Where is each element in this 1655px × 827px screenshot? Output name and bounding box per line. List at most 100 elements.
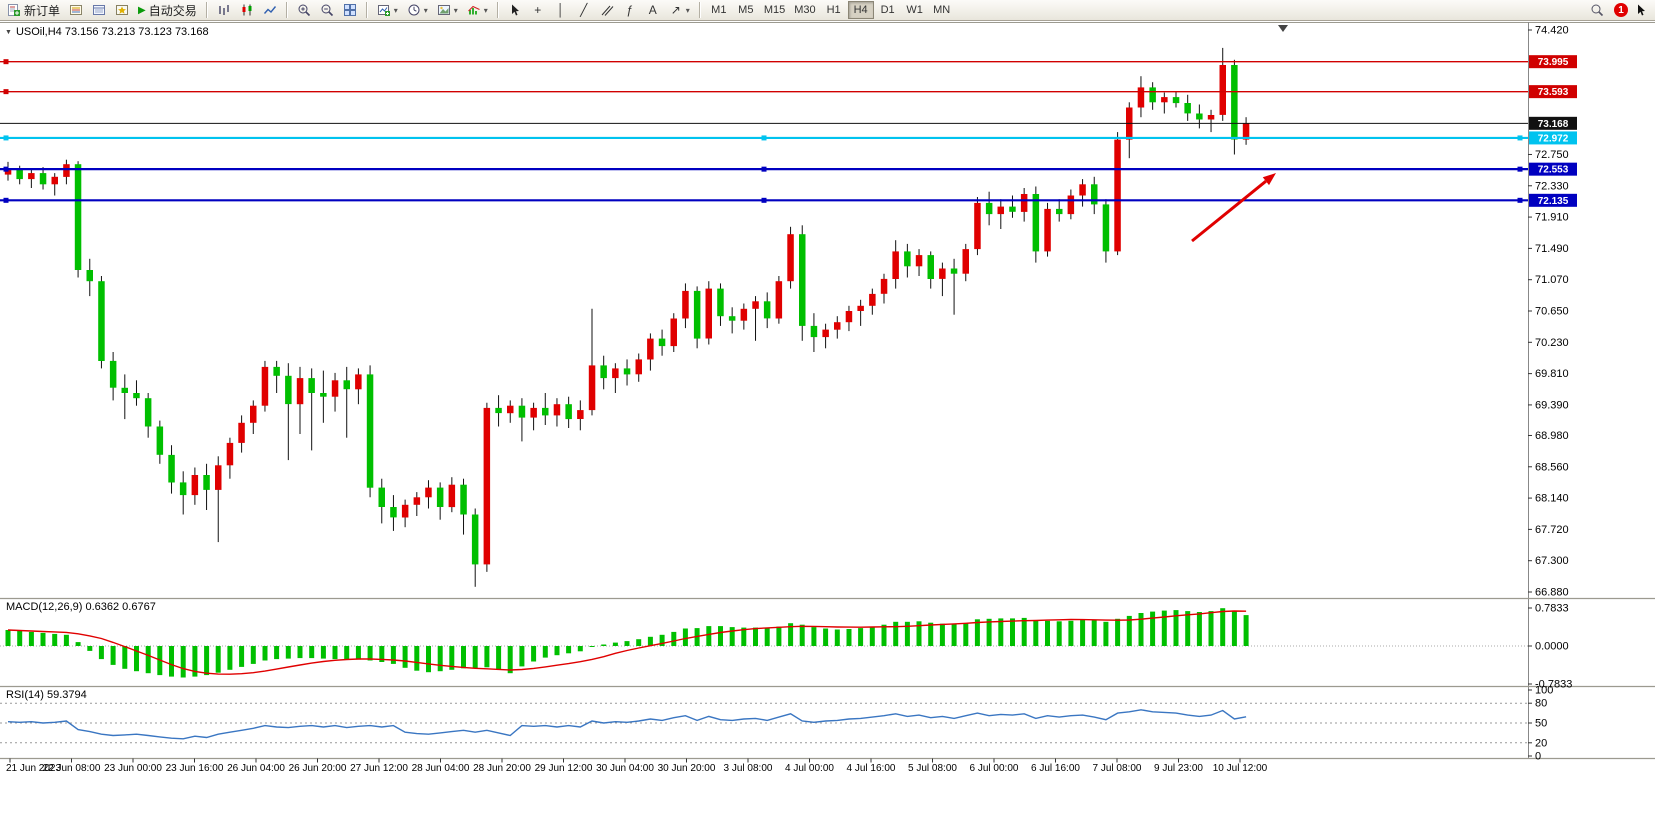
cursor-icon [511,4,519,16]
pointer-icon[interactable] [1634,3,1648,17]
toolbar-right-group: 1 [1586,1,1652,19]
market-watch-icon [70,5,83,15]
svg-text:0.7833: 0.7833 [1535,603,1569,615]
dropdown-icon: ▾ [483,5,488,15]
timeframe-m1[interactable]: M1 [706,1,732,19]
clock-icon [408,4,420,16]
auto-trading-button[interactable]: ▶ 自动交易 [134,1,201,19]
svg-text:74.420: 74.420 [1535,25,1569,37]
candlestick-chart-button[interactable] [236,1,258,19]
auto-trading-label: 自动交易 [148,3,197,18]
svg-text:70.650: 70.650 [1535,306,1569,318]
market-watch-button[interactable] [65,1,87,19]
svg-text:28 Jun 20:00: 28 Jun 20:00 [473,763,531,774]
zoom-out-button[interactable] [316,1,338,19]
svg-text:70.230: 70.230 [1535,337,1569,349]
line-chart-icon [263,6,276,14]
new-chart-icon [377,5,390,16]
main-toolbar: 新订单 ▶ 自动交易 [0,0,1655,21]
svg-text:50: 50 [1535,718,1547,730]
chart-title-text: USOil,H4 73.156 73.213 73.123 73.168 [15,26,209,38]
dropdown-icon: ▾ [453,5,458,15]
crosshair-icon: + [534,3,542,17]
zoom-in-button[interactable] [293,1,315,19]
svg-text:100: 100 [1535,685,1553,697]
svg-text:21 Jun 2023: 21 Jun 2023 [6,763,61,774]
templates-button[interactable]: ▾ [433,1,462,19]
zoom-out-icon [321,4,333,17]
trendline-tool-button[interactable]: ╱ [573,1,595,19]
fibonacci-icon: ƒ [626,3,634,17]
svg-text:73.168: 73.168 [1538,119,1569,130]
toolbar-separator [285,2,288,18]
svg-text:6 Jul 00:00: 6 Jul 00:00 [970,763,1019,774]
timeframe-w1[interactable]: W1 [902,1,928,19]
channel-tool-button[interactable] [596,1,618,19]
cursor-tool-button[interactable] [504,1,526,19]
tile-windows-button[interactable] [339,1,361,19]
svg-text:7 Jul 08:00: 7 Jul 08:00 [1093,763,1142,774]
bar-chart-button[interactable] [213,1,235,19]
svg-text:26 Jun 20:00: 26 Jun 20:00 [289,763,347,774]
new-chart-button[interactable]: ▾ [373,1,402,19]
text-tool-icon: A [648,3,657,17]
svg-text:72.135: 72.135 [1538,196,1569,207]
zoom-in-icon [298,4,310,17]
line-chart-button[interactable] [259,1,281,19]
dropdown-icon: ▾ [423,5,428,15]
fibonacci-tool-button[interactable]: ƒ [619,1,641,19]
navigator-icon [116,5,129,15]
timeframe-d1[interactable]: D1 [875,1,901,19]
data-window-button[interactable] [88,1,110,19]
svg-text:68.560: 68.560 [1535,461,1569,473]
toolbar-separator [365,2,368,18]
svg-text:72.553: 72.553 [1538,165,1569,176]
timeframe-m5[interactable]: M5 [733,1,759,19]
vertical-line-tool-button[interactable]: │ [550,1,572,19]
svg-text:71.910: 71.910 [1535,212,1569,224]
timeframe-m15[interactable]: M15 [760,1,789,19]
new-order-label: 新订单 [24,3,61,18]
indicators-icon [467,5,480,15]
svg-text:27 Jun 12:00: 27 Jun 12:00 [350,763,408,774]
dropdown-icon: ▾ [393,5,398,15]
templates-icon [437,5,450,15]
crosshair-tool-button[interactable]: + [527,1,549,19]
svg-text:72.330: 72.330 [1535,180,1569,192]
toolbar-separator [205,2,208,18]
chart-title: ▼ USOil,H4 73.156 73.213 73.123 73.168 [5,26,209,38]
timeframe-h4[interactable]: H4 [847,1,874,19]
toolbar-separator [496,2,499,18]
search-button[interactable] [1586,1,1608,19]
svg-text:73.995: 73.995 [1538,57,1569,68]
toolbar-separator [698,2,701,18]
svg-text:23 Jun 16:00: 23 Jun 16:00 [166,763,224,774]
svg-text:73.593: 73.593 [1538,87,1569,98]
periods-button[interactable]: ▾ [403,1,432,19]
text-tool-button[interactable]: A [642,1,664,19]
notification-badge[interactable]: 1 [1614,3,1628,17]
svg-text:22 Jun 08:00: 22 Jun 08:00 [43,763,101,774]
svg-text:-0.7833: -0.7833 [1535,678,1572,690]
timeframe-mn[interactable]: MN [929,1,955,19]
collapse-icon[interactable]: ▼ [5,28,12,36]
svg-text:0.0000: 0.0000 [1535,641,1569,653]
svg-text:69.810: 69.810 [1535,368,1569,380]
svg-text:71.490: 71.490 [1535,243,1569,255]
timeframe-h1[interactable]: H1 [821,1,847,19]
timeframe-group: M1 M5 M15 M30 H1 H4 D1 W1 MN [706,1,955,19]
arrows-tool-button[interactable]: ↗ ▾ [665,1,694,19]
new-order-button[interactable]: 新订单 [3,1,64,19]
svg-text:20: 20 [1535,737,1547,749]
indicators-button[interactable]: ▾ [463,1,492,19]
navigator-button[interactable] [111,1,133,19]
svg-text:26 Jun 04:00: 26 Jun 04:00 [227,763,285,774]
svg-text:9 Jul 23:00: 9 Jul 23:00 [1154,763,1203,774]
bar-chart-icon [219,5,229,15]
svg-text:23 Jun 00:00: 23 Jun 00:00 [104,763,162,774]
timeframe-m30[interactable]: M30 [790,1,819,19]
svg-text:66.880: 66.880 [1535,587,1569,599]
svg-text:80: 80 [1535,698,1547,710]
svg-text:6 Jul 16:00: 6 Jul 16:00 [1031,763,1080,774]
